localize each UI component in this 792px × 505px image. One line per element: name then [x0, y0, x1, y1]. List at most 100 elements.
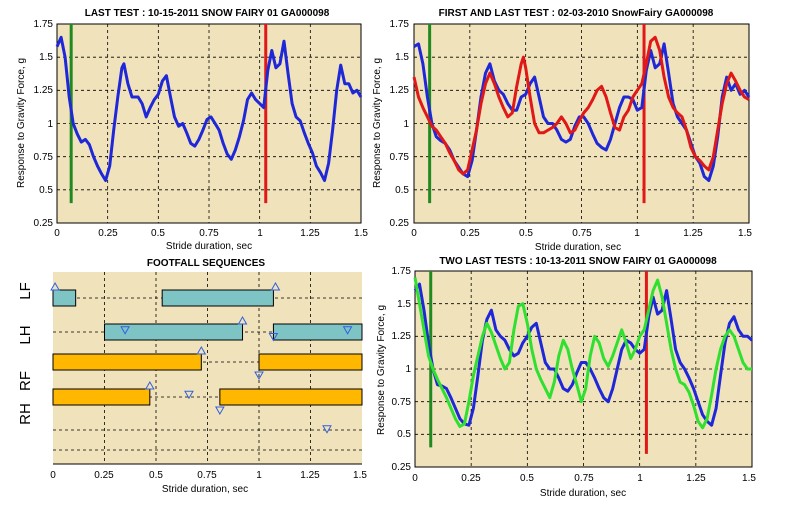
y-tick-label: 0.5 [39, 185, 53, 196]
chart-panel-last-test: LAST TEST : 10-15-2011 SNOW FAIRY 01 GA0… [16, 8, 368, 252]
x-tick-label: 0 [50, 470, 56, 481]
footfall-markers [50, 281, 353, 434]
chart-title: TWO LAST TESTS : 10-13-2011 SNOW FAIRY 0… [439, 256, 717, 267]
x-tick-label: 0.25 [98, 228, 118, 239]
y-tick-label: 0.5 [397, 429, 411, 440]
series-lines [413, 277, 753, 430]
x-tick-label: 0 [411, 228, 417, 239]
x-tick-label: 1.25 [686, 473, 706, 484]
chart-panel-footfall-sequences: FOOTFALL SEQUENCES LF LH RF RH 0 0.25 0.… [17, 258, 367, 495]
footfall-triangle-marker [144, 380, 155, 390]
footfall-triangle-marker [184, 390, 194, 400]
y-tick-labels: 0.25 0.5 0.75 1 1.25 1.5 1.75 [390, 19, 410, 229]
y-tick-label: 1.25 [34, 85, 54, 96]
lane-label: RF [17, 371, 34, 391]
footfall-triangle-marker [50, 281, 60, 291]
footfall-bars [52, 289, 363, 406]
lane-label: LH [17, 325, 34, 344]
x-tick-label: 1 [634, 228, 640, 239]
y-tick-label: 1.75 [34, 19, 54, 30]
chart-panel-first-and-last-test: FIRST AND LAST TEST : 02-03-2010 SnowFai… [372, 8, 752, 253]
footfall-triangle-marker [196, 345, 207, 355]
footfall-triangle-marker [268, 333, 279, 342]
y-tick-label: 1 [403, 119, 409, 130]
x-tick-label: 0.5 [519, 228, 533, 239]
y-tick-label: 1.75 [392, 266, 412, 277]
x-tick-label: 1.5 [738, 228, 752, 239]
lane-labels: LF LH RF RH [17, 282, 34, 425]
x-tick-label: 0.75 [199, 228, 219, 239]
y-tick-label: 1.5 [39, 52, 53, 63]
x-tick-label: 0.75 [197, 470, 217, 481]
y-tick-label: 0.25 [34, 218, 54, 229]
y-tick-label: 1 [405, 364, 411, 375]
x-tick-label: 1.25 [683, 228, 703, 239]
y-tick-label: 0.75 [392, 397, 412, 408]
stance-bar [52, 388, 151, 406]
y-tick-label: 1.75 [390, 19, 410, 30]
y-tick-label: 0.75 [34, 152, 54, 163]
footfall-triangle-marker [342, 326, 353, 335]
y-axis-label: Response to Gravity Force, g [372, 58, 383, 188]
x-axis-label: Stride duration, sec [162, 484, 248, 495]
series-lines [55, 35, 363, 182]
x-tick-labels: 0 0.25 0.5 0.75 1 1.25 1.5 [54, 228, 368, 239]
x-tick-labels: 0 0.25 0.5 0.75 1 1.25 1.5 [411, 228, 752, 239]
stance-bar [219, 388, 363, 406]
x-tick-label: 0.25 [94, 470, 114, 481]
chart-panel-two-last-tests: TWO LAST TESTS : 10-13-2011 SNOW FAIRY 0… [376, 256, 756, 499]
y-tick-labels: 0.25 0.5 0.75 1 1.25 1.5 1.75 [392, 266, 412, 473]
x-tick-label: 1.5 [742, 473, 756, 484]
x-tick-label: 1.5 [354, 228, 368, 239]
lime-series-line [413, 277, 752, 430]
chart-title: FIRST AND LAST TEST : 02-03-2010 SnowFai… [439, 8, 714, 19]
stance-bar [52, 289, 77, 307]
y-tick-label: 1.5 [395, 52, 409, 63]
lane-label: RH [17, 403, 34, 425]
footfall-triangle-marker [270, 281, 281, 291]
blue-series-line [55, 35, 363, 182]
series-lines [412, 35, 751, 182]
chart-title: FOOTFALL SEQUENCES [147, 258, 265, 269]
grid [415, 271, 752, 467]
grid [57, 24, 361, 223]
footfall-triangle-marker [322, 425, 332, 434]
x-tick-labels: 0 0.25 0.5 0.75 1 1.25 1.5 [50, 470, 367, 481]
x-tick-label: 0 [412, 473, 418, 484]
footfall-triangle-marker [237, 315, 248, 325]
y-tick-label: 1.25 [392, 331, 412, 342]
x-tick-label: 1.5 [353, 470, 367, 481]
stance-bar [161, 289, 274, 307]
x-tick-label: 0.5 [520, 473, 534, 484]
x-tick-label: 1 [256, 470, 262, 481]
y-tick-label: 1 [47, 119, 53, 130]
x-tick-label: 1.25 [300, 228, 320, 239]
x-axis-label: Stride duration, sec [166, 241, 252, 252]
y-tick-label: 1.25 [390, 85, 410, 96]
x-tick-label: 0.5 [149, 470, 163, 481]
stance-bar [104, 323, 244, 341]
x-tick-label: 0 [54, 228, 60, 239]
y-tick-label: 0.75 [390, 152, 410, 163]
y-tick-label: 0.5 [395, 185, 409, 196]
footfall-triangle-marker [254, 371, 264, 381]
stance-bar [258, 353, 363, 371]
y-tick-label: 0.25 [390, 218, 410, 229]
x-tick-label: 0.75 [574, 473, 594, 484]
stance-bar [52, 353, 202, 371]
x-axis-label: Stride duration, sec [540, 488, 626, 499]
x-tick-label: 0.5 [151, 228, 165, 239]
x-tick-label: 1 [257, 228, 263, 239]
red-series-line [412, 35, 750, 176]
x-axis-label: Stride duration, sec [535, 242, 621, 253]
x-tick-label: 1.25 [300, 470, 320, 481]
y-axis-label: Response to Gravity Force, g [16, 58, 27, 188]
footfall-triangle-marker [120, 326, 130, 335]
y-tick-label: 0.25 [392, 462, 412, 473]
x-tick-label: 0.75 [572, 228, 592, 239]
blue-series-line [413, 282, 753, 427]
x-tick-label: 1 [637, 473, 643, 484]
chart-title: LAST TEST : 10-15-2011 SNOW FAIRY 01 GA0… [85, 8, 330, 19]
x-tick-label: 0.25 [460, 228, 480, 239]
